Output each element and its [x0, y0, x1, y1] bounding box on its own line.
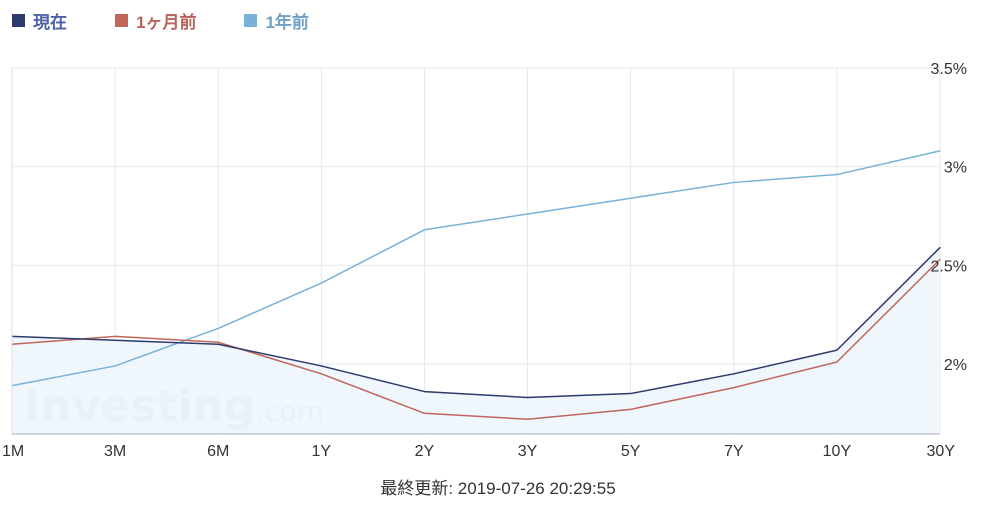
legend-label-1: 1ヶ月前 — [136, 12, 197, 32]
series-2-point-8 — [836, 173, 838, 176]
x-tick-label-4: 2Y — [415, 443, 435, 460]
x-tick-label-3: 1Y — [312, 443, 332, 460]
legend-item-0[interactable]: 現在 — [12, 8, 67, 33]
series-1-point-9 — [939, 258, 941, 260]
series-2-point-3 — [320, 282, 322, 284]
series-1-point-4 — [423, 412, 426, 414]
last-updated-label: 最終更新: 2019-07-26 20:29:55 — [380, 479, 616, 498]
series-2-point-7 — [733, 181, 735, 184]
legend-label-0: 現在 — [33, 12, 67, 32]
legend-swatch-0 — [12, 13, 25, 27]
series-0-point-6 — [630, 392, 632, 395]
x-tick-label-1: 3M — [104, 443, 126, 460]
series-2-point-5 — [526, 213, 529, 215]
chart-legend: 現在 1ヶ月前 1年前 — [12, 8, 357, 32]
x-tick-label-9: 30Y — [927, 443, 956, 460]
series-1-point-5 — [526, 418, 529, 420]
series-line-2 — [11, 150, 941, 387]
series-0-point-2 — [217, 343, 219, 345]
series-2-point-4 — [423, 229, 426, 231]
series-area-0 — [12, 247, 940, 434]
legend-swatch-2 — [244, 13, 258, 27]
series-0-point-8 — [836, 349, 838, 351]
series-1-point-8 — [836, 361, 838, 363]
y-tick-label-0: 3.5% — [931, 61, 967, 78]
x-tick-label-8: 10Y — [823, 443, 852, 460]
legend-item-1[interactable]: 1ヶ月前 — [115, 8, 196, 33]
x-tick-label-2: 6M — [207, 443, 229, 460]
legend-item-2[interactable]: 1年前 — [244, 8, 309, 33]
y-tick-label-3: 2% — [944, 357, 967, 374]
x-tick-label-6: 5Y — [621, 443, 641, 460]
series-0-point-7 — [733, 373, 735, 375]
series-2-point-2 — [217, 327, 219, 330]
legend-swatch-1 — [115, 13, 128, 27]
series-1-point-1 — [114, 335, 116, 337]
series-1-point-3 — [320, 373, 322, 375]
series-0-point-3 — [320, 365, 322, 367]
x-tick-label-7: 7Y — [724, 443, 744, 460]
y-tick-label-2: 2.5% — [931, 258, 967, 275]
series-0-point-4 — [423, 390, 426, 393]
series-0-point-9 — [939, 246, 941, 249]
y-tick-label-1: 3% — [944, 160, 967, 177]
series-0-point-1 — [114, 339, 116, 341]
x-tick-label-0: 1M — [2, 443, 24, 460]
series-1-point-6 — [630, 408, 632, 410]
series-line-1 — [11, 258, 941, 420]
legend-label-2: 1年前 — [265, 12, 309, 32]
series-2-point-1 — [114, 365, 116, 367]
series-0-point-5 — [526, 396, 529, 399]
series-1-point-7 — [733, 387, 735, 389]
x-tick-label-5: 3Y — [518, 443, 538, 460]
series-line-0 — [11, 247, 941, 399]
series-2-point-9 — [939, 150, 941, 152]
series-1-point-2 — [217, 341, 219, 343]
series-2-point-6 — [630, 197, 632, 199]
